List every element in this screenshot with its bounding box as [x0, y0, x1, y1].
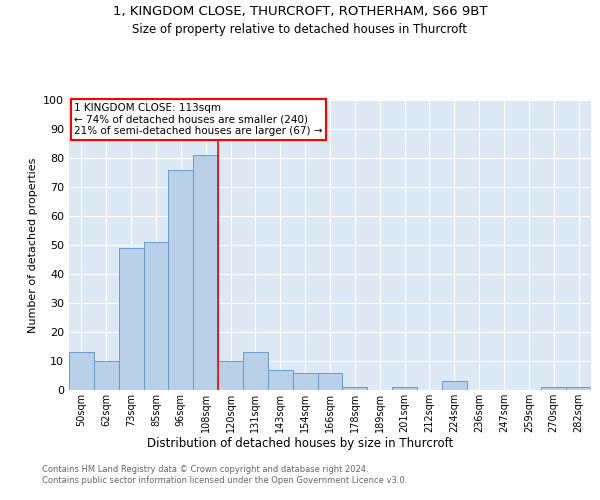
Text: Distribution of detached houses by size in Thurcroft: Distribution of detached houses by size …	[147, 438, 453, 450]
Bar	[119, 248, 143, 390]
Bar	[193, 155, 218, 390]
Text: Contains HM Land Registry data © Crown copyright and database right 2024.: Contains HM Land Registry data © Crown c…	[42, 465, 368, 474]
Bar	[317, 372, 343, 390]
Bar	[268, 370, 293, 390]
Bar	[94, 361, 119, 390]
Y-axis label: Number of detached properties: Number of detached properties	[28, 158, 38, 332]
Text: 1 KINGDOM CLOSE: 113sqm
← 74% of detached houses are smaller (240)
21% of semi-d: 1 KINGDOM CLOSE: 113sqm ← 74% of detache…	[74, 103, 323, 136]
Bar	[69, 352, 94, 390]
Bar	[169, 170, 193, 390]
Bar	[293, 372, 317, 390]
Text: Size of property relative to detached houses in Thurcroft: Size of property relative to detached ho…	[133, 22, 467, 36]
Text: 1, KINGDOM CLOSE, THURCROFT, ROTHERHAM, S66 9BT: 1, KINGDOM CLOSE, THURCROFT, ROTHERHAM, …	[113, 5, 487, 18]
Text: Contains public sector information licensed under the Open Government Licence v3: Contains public sector information licen…	[42, 476, 407, 485]
Bar	[218, 361, 243, 390]
Bar	[343, 387, 367, 390]
Bar	[143, 242, 169, 390]
Bar	[442, 382, 467, 390]
Bar	[392, 387, 417, 390]
Bar	[566, 387, 591, 390]
Bar	[541, 387, 566, 390]
Bar	[243, 352, 268, 390]
